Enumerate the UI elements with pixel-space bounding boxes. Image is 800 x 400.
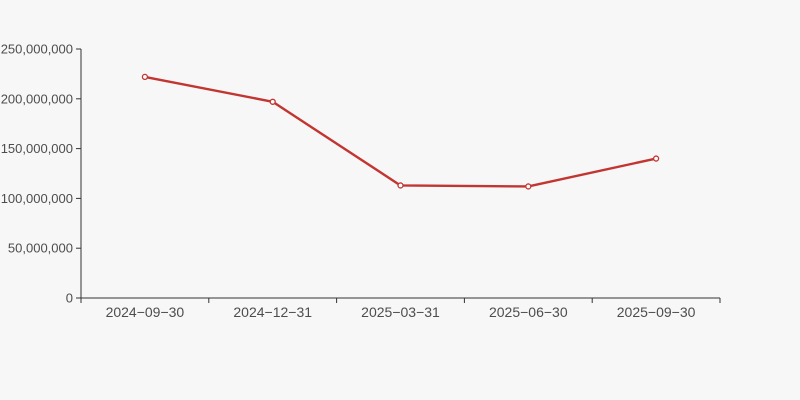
data-point-marker [397, 182, 404, 189]
y-axis-tick-label: 250,000,000 [1, 42, 73, 57]
x-axis-tick-label: 2024−12−31 [233, 304, 312, 320]
x-axis-tick-label: 2025−03−31 [361, 304, 440, 320]
y-axis-tick-label: 200,000,000 [1, 91, 73, 106]
x-axis-tick-label: 2024−09−30 [106, 304, 185, 320]
data-point-marker [141, 73, 149, 81]
x-axis-tick-label: 2025−06−30 [489, 304, 568, 320]
data-point-marker [269, 98, 276, 105]
y-axis-tick-label: 150,000,000 [1, 141, 73, 156]
x-axis-tick-label: 2025−09−30 [617, 304, 696, 320]
data-point-marker [652, 155, 660, 162]
y-axis-tick-label: 50,000,000 [8, 241, 73, 256]
data-point-marker [525, 183, 532, 190]
y-axis-tick-label: 100,000,000 [1, 191, 73, 206]
y-axis-tick-label: 0 [66, 291, 73, 306]
